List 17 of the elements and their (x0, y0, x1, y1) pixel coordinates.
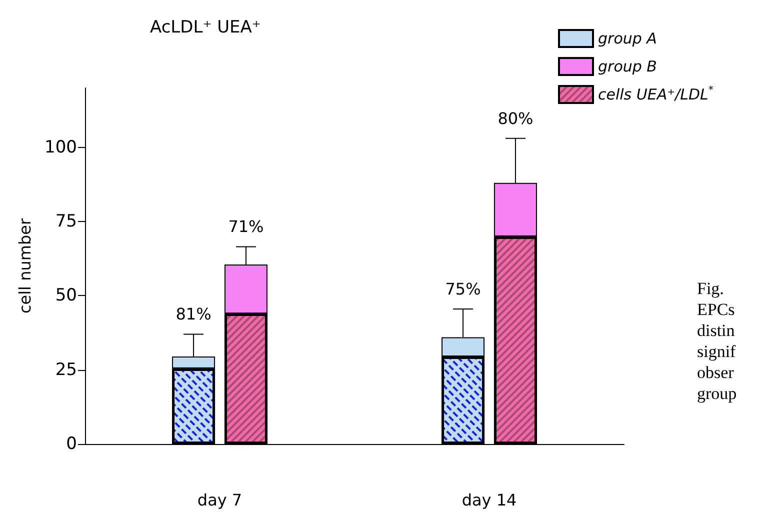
chart-title: AcLDL⁺ UEA⁺ (150, 18, 261, 38)
y-tick-label: 75 (55, 212, 77, 232)
text: Fig. EPCs distin signif obser group (697, 279, 737, 403)
y-axis-title: cell number (16, 218, 34, 314)
y-tick-label: 100 (44, 137, 77, 158)
x-tick-label: day 14 (462, 490, 517, 510)
y-tick-label: 0 (66, 434, 77, 454)
y-tick-label: 50 (55, 286, 77, 306)
x-tick-label: day 7 (197, 490, 242, 510)
legend-label: group B (598, 58, 657, 76)
annotation: 80% (498, 108, 534, 128)
annotation: 71% (228, 217, 264, 236)
legend-label: group A (598, 30, 657, 48)
annotation: 81% (176, 304, 212, 324)
annotation: 75% (445, 280, 481, 299)
legend-label: cells UEA⁺/LDL* (598, 85, 714, 104)
y-tick-label: 25 (55, 360, 77, 380)
